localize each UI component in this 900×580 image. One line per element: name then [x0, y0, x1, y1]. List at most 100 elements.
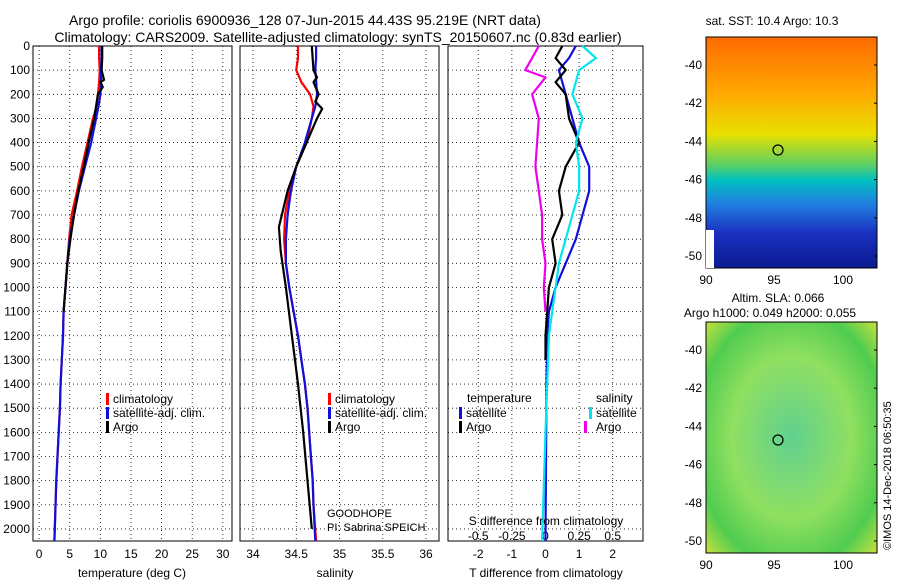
legend-satellite: satellite-adj. clim.: [335, 406, 427, 420]
series-line: [284, 46, 319, 542]
series-line: [544, 45, 591, 542]
x-tick-label: 1: [576, 547, 583, 561]
legend-t-satellite-swatch: [459, 407, 462, 419]
series-line: [524, 45, 547, 312]
sst-map-land-mask: [706, 230, 714, 268]
sla-map-frame: [705, 321, 878, 554]
depth-tick-label: 2000: [3, 522, 30, 536]
map-lon-label: 95: [767, 273, 781, 287]
legend-t-satellite: satellite: [466, 406, 507, 420]
map-lat-label: -44: [685, 134, 703, 148]
map-lon-label: 95: [767, 558, 781, 572]
map-lat-label: -46: [685, 173, 703, 187]
legend-satellite: satellite-adj. clim.: [113, 406, 205, 420]
depth-tick-label: 1500: [3, 401, 30, 415]
legend-t-argo-swatch: [459, 421, 462, 433]
map-lat-label: -48: [685, 496, 703, 510]
depth-tick-label: 200: [10, 87, 30, 101]
legend-argo-swatch: [328, 421, 331, 433]
series-line: [277, 45, 324, 529]
s-diff-tick-label: 0.5: [604, 529, 621, 543]
x-tick-label: 34: [246, 547, 260, 561]
series-line: [544, 45, 581, 360]
x-tick-label: -1: [507, 547, 518, 561]
x-tick-label: -2: [473, 547, 484, 561]
depth-tick-label: 1600: [3, 425, 30, 439]
legend-climatology: climatology: [335, 392, 395, 406]
salinity-xlabel: salinity: [317, 566, 354, 580]
legend-s-satellite: satellite: [596, 406, 637, 420]
title-line-1: Argo profile: coriolis 6900936_128 07-Ju…: [69, 12, 541, 28]
map-lat-label: -40: [685, 343, 703, 357]
map-lon-label: 90: [699, 273, 713, 287]
map-lat-label: -48: [685, 211, 703, 225]
legend-t-argo: Argo: [466, 420, 492, 434]
legend-salinity-title: salinity: [596, 391, 633, 405]
depth-tick-label: 1200: [3, 329, 30, 343]
s-diff-tick-label: 0.25: [567, 529, 591, 543]
depth-tick-label: 600: [10, 184, 30, 198]
depth-tick-label: 1000: [3, 280, 30, 294]
depth-tick-label: 1900: [3, 498, 30, 512]
map-lon-label: 100: [833, 558, 853, 572]
temperature-panel: [32, 45, 233, 542]
depth-tick-label: 0: [23, 39, 30, 53]
legend-climatology-swatch: [106, 393, 109, 405]
depth-tick-label: 300: [10, 111, 30, 125]
depth-tick-label: 800: [10, 232, 30, 246]
sst-map-title: sat. SST: 10.4 Argo: 10.3: [706, 14, 839, 28]
depth-tick-label: 1100: [4, 305, 30, 319]
sla-map-title-2: Argo h1000: 0.049 h2000: 0.055: [684, 306, 856, 320]
s-diff-tick-label: -0.5: [468, 529, 489, 543]
map-lat-label: -44: [685, 419, 703, 433]
x-tick-label: 15: [124, 547, 138, 561]
argo-location-marker: [772, 434, 784, 446]
legend-climatology: climatology: [113, 392, 173, 406]
sla-map-axes: -40 -42 -44 -46 -48 -50 90 95 100: [685, 343, 877, 572]
credit-project: GOODHOPE: [327, 508, 392, 520]
s-diff-tick-label: -0.25: [498, 529, 526, 543]
sst-map-axes: -40 -42 -44 -46 -48 -50 90 95 100: [685, 58, 877, 287]
t-difference-xlabel: T difference from climatology: [469, 566, 623, 580]
series-line: [541, 45, 598, 542]
legend-climatology-swatch: [328, 393, 331, 405]
legend-s-satellite-swatch: [589, 407, 592, 419]
watermark: ©IMOS 14-Dec-2018 06:50:35: [882, 401, 894, 550]
x-tick-label: 30: [216, 547, 230, 561]
series-line: [62, 46, 106, 312]
series-group: [53, 45, 598, 542]
legend-s-argo: Argo: [596, 420, 622, 434]
map-lat-label: -42: [685, 96, 703, 110]
temperature-xlabel: temperature (deg C): [78, 566, 186, 580]
depth-tick-label: 500: [10, 160, 30, 174]
map-lat-label: -42: [685, 381, 703, 395]
legend-temperature-title: temperature: [467, 391, 532, 405]
x-tick-label: 36: [419, 547, 433, 561]
x-tick-label: 35.5: [371, 547, 395, 561]
legend-argo: Argo: [113, 420, 139, 434]
depth-tick-label: 1400: [3, 377, 30, 391]
sst-map-image: [706, 37, 877, 268]
sla-map-title-1: Altim. SLA: 0.066: [732, 291, 825, 305]
legend-argo-swatch: [106, 421, 109, 433]
depth-axis: 0 100 200 300 400 500 600 700 800 900 1000 1100 1200…: [3, 39, 30, 536]
x-tick-label: 20: [155, 547, 169, 561]
depth-tick-label: 1300: [3, 353, 30, 367]
map-lat-label: -40: [685, 58, 703, 72]
credit-pi: PI: Sabrina SPEICH: [327, 522, 425, 534]
depth-tick-label: 1800: [3, 474, 30, 488]
map-lat-label: -46: [685, 458, 703, 472]
x-tick-label: 25: [186, 547, 200, 561]
x-tick-label: 10: [94, 547, 108, 561]
argo-location-marker: [772, 144, 784, 156]
sst-map-frame: [705, 36, 878, 269]
x-tick-label: 5: [66, 547, 73, 561]
map-lon-label: 100: [833, 273, 853, 287]
legend-satellite-swatch: [328, 407, 331, 419]
map-lat-label: -50: [685, 249, 703, 263]
x-tick-label: 34.5: [285, 547, 309, 561]
depth-tick-label: 700: [10, 208, 30, 222]
title-line-2: Climatology: CARS2009. Satellite-adjuste…: [54, 29, 621, 45]
legend-argo: Argo: [335, 420, 361, 434]
